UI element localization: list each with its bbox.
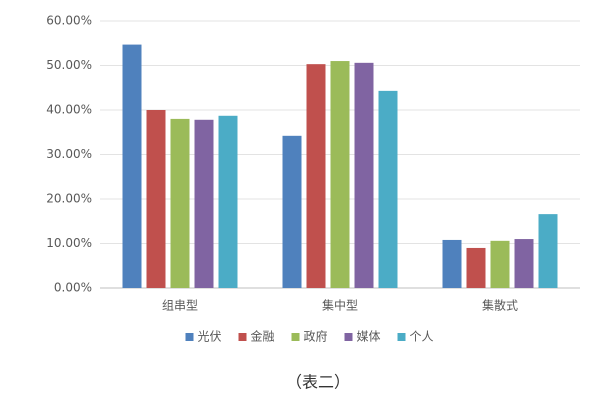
y-tick-label: 20.00% [46,192,92,206]
legend-label: 个人 [410,330,434,344]
bar [122,44,142,289]
bar [442,239,462,288]
caption: （表二） [286,373,350,392]
bar [218,115,238,288]
x-tick-label: 集散式 [482,298,518,313]
legend-swatch [238,333,247,341]
bar [330,61,350,288]
x-tick-label: 集中型 [322,298,358,313]
y-tick-label: 10.00% [46,236,92,250]
bar [466,247,486,288]
y-tick-label: 30.00% [46,147,92,161]
legend-swatch [397,333,406,341]
bar [306,64,326,288]
legend-swatch [291,333,300,341]
bar [170,118,190,289]
bar [194,119,214,288]
y-tick-label: 40.00% [46,103,92,117]
legend-swatch [344,333,353,341]
legend-label: 政府 [304,329,328,344]
x-tick-label: 组串型 [162,299,198,313]
legend-label: 媒体 [357,330,381,344]
y-tick-label: 50.00% [46,58,92,72]
legend-swatch [185,333,194,341]
bar [378,90,398,289]
legend-label: 金融 [251,329,275,344]
bar [490,240,510,288]
y-tick-label: 60.00% [46,14,92,28]
legend-label: 光伏 [198,330,222,344]
bar [354,62,374,288]
bar [538,214,558,288]
y-tick-label: 0.00% [54,281,92,295]
bar [146,110,166,288]
bar [514,239,534,288]
bar [282,135,302,288]
